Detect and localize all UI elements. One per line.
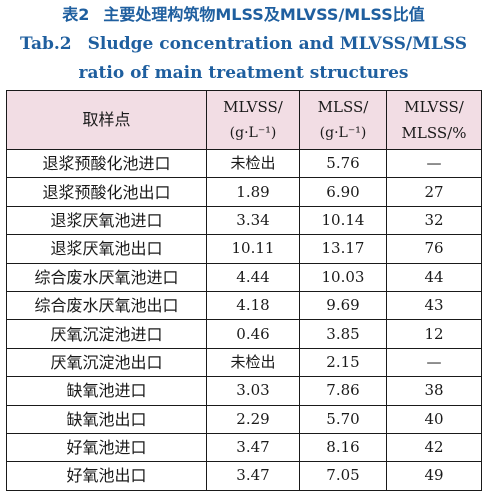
mlss-cell: 7.86 [299,376,387,406]
header-unit: MLSS/% [401,124,467,142]
table-row: 厌氧沉淀池出口 未检出 2.15— [6,347,482,378]
caption-en-line2: ratio of main treatment structures [0,62,487,84]
mlss-cell: 10.03 [299,262,387,292]
mlss-cell: 8.16 [299,432,387,463]
mlss-cell: 10.14 [299,205,387,236]
table-row: 好氧池出口 3.47 7.05 49 [6,461,482,491]
ratio-cell: 44 [386,262,482,292]
ratio-cell: 12 [386,319,482,349]
ratio-cell: — [386,148,482,179]
ratio-cell: 42 [386,432,482,463]
header-unit: (g·L⁻¹) [229,125,277,141]
ratio-cell: — [386,347,482,378]
mlss-cell: 6.90 [299,177,387,207]
ratio-cell: 38 [386,376,482,406]
mlvss-cell: 0.46 [206,319,300,349]
table-row: 缺氧池出口 2.29 5.70 40 [6,404,482,434]
table-row: 退浆厌氧池出口 10.11 13.17 76 [6,234,482,264]
header-label: MLVSS/ [404,98,464,116]
table-header-row: 取样点 MLVSS/ (g·L⁻¹) MLSS/ (g·L⁻¹) MLVSS/ … [6,90,482,150]
sample-point-cell: 好氧池出口 [6,461,207,491]
mlvss-cell: 3.47 [206,432,300,463]
mlss-cell: 7.05 [299,461,387,491]
ratio-cell: 43 [386,290,482,321]
header-mlvss: MLVSS/ (g·L⁻¹) [206,90,300,150]
sample-point-cell: 厌氧沉淀池出口 [6,347,207,378]
sample-point-cell: 综合废水厌氧池出口 [6,290,207,321]
ratio-cell: 76 [386,234,482,264]
mlvss-cell: 2.29 [206,404,300,434]
header-unit: (g·L⁻¹) [319,125,367,141]
sample-point-cell: 缺氧池进口 [6,376,207,406]
header-label: MLSS/ [317,98,369,116]
mlvss-cell: 4.18 [206,290,300,321]
data-table: 取样点 MLVSS/ (g·L⁻¹) MLSS/ (g·L⁻¹) MLVSS/ … [6,90,482,491]
header-sample-point: 取样点 [6,90,207,150]
sample-point-cell: 退浆预酸化池出口 [6,177,207,207]
table-row: 退浆预酸化池出口 1.89 6.90 27 [6,177,482,207]
mlvss-cell: 未检出 [206,347,300,378]
mlss-cell: 13.17 [299,234,387,264]
caption-cn-number: 表2 [62,5,90,24]
ratio-cell: 27 [386,177,482,207]
table-row: 缺氧池进口 3.03 7.86 38 [6,376,482,406]
mlss-cell: 2.15 [299,347,387,378]
ratio-cell: 40 [386,404,482,434]
table-row: 好氧池进口 3.47 8.16 42 [6,432,482,463]
caption-en-line1: Tab.2 Sludge concentration and MLVSS/MLSS [0,33,487,55]
ratio-cell: 49 [386,461,482,491]
mlss-cell: 9.69 [299,290,387,321]
mlvss-cell: 1.89 [206,177,300,207]
table-body: 退浆预酸化池进口 未检出 5.76— 退浆预酸化池出口 1.89 6.90 27 退浆厌氧池进… [6,148,482,491]
mlss-cell: 3.85 [299,319,387,349]
ratio-cell: 32 [386,205,482,236]
mlvss-cell: 未检出 [206,148,300,179]
sample-point-cell: 好氧池进口 [6,432,207,463]
sample-point-cell: 退浆预酸化池进口 [6,148,207,179]
table-row: 退浆厌氧池进口 3.34 10.14 32 [6,205,482,236]
mlvss-cell: 3.47 [206,461,300,491]
sample-point-cell: 退浆厌氧池出口 [6,234,207,264]
header-label: MLVSS/ [223,98,283,116]
mlvss-cell: 10.11 [206,234,300,264]
table-row: 厌氧沉淀池进口 0.46 3.85 12 [6,319,482,349]
mlvss-cell: 4.44 [206,262,300,292]
sample-point-cell: 厌氧沉淀池进口 [6,319,207,349]
caption-cn: 表2 主要处理构筑物MLSS及MLVSS/MLSS比值 [0,4,487,26]
header-ratio: MLVSS/ MLSS/% [386,90,482,150]
header-mlss: MLSS/ (g·L⁻¹) [299,90,387,150]
table-row: 综合废水厌氧池进口 4.44 10.03 44 [6,262,482,292]
header-label: 取样点 [82,110,131,129]
table-row: 退浆预酸化池进口 未检出 5.76— [6,148,482,179]
sample-point-cell: 缺氧池出口 [6,404,207,434]
caption-en-title-2: ratio of main treatment structures [78,63,409,83]
sample-point-cell: 退浆厌氧池进口 [6,205,207,236]
mlss-cell: 5.76 [299,148,387,179]
table-row: 综合废水厌氧池出口 4.18 9.69 43 [6,290,482,321]
caption-cn-title: 主要处理构筑物MLSS及MLVSS/MLSS比值 [103,5,425,24]
mlvss-cell: 3.34 [206,205,300,236]
caption-en-number: Tab.2 [19,34,72,54]
mlss-cell: 5.70 [299,404,387,434]
caption-en-title-1: Sludge concentration and MLVSS/MLSS [87,34,468,54]
mlvss-cell: 3.03 [206,376,300,406]
sample-point-cell: 综合废水厌氧池进口 [6,262,207,292]
